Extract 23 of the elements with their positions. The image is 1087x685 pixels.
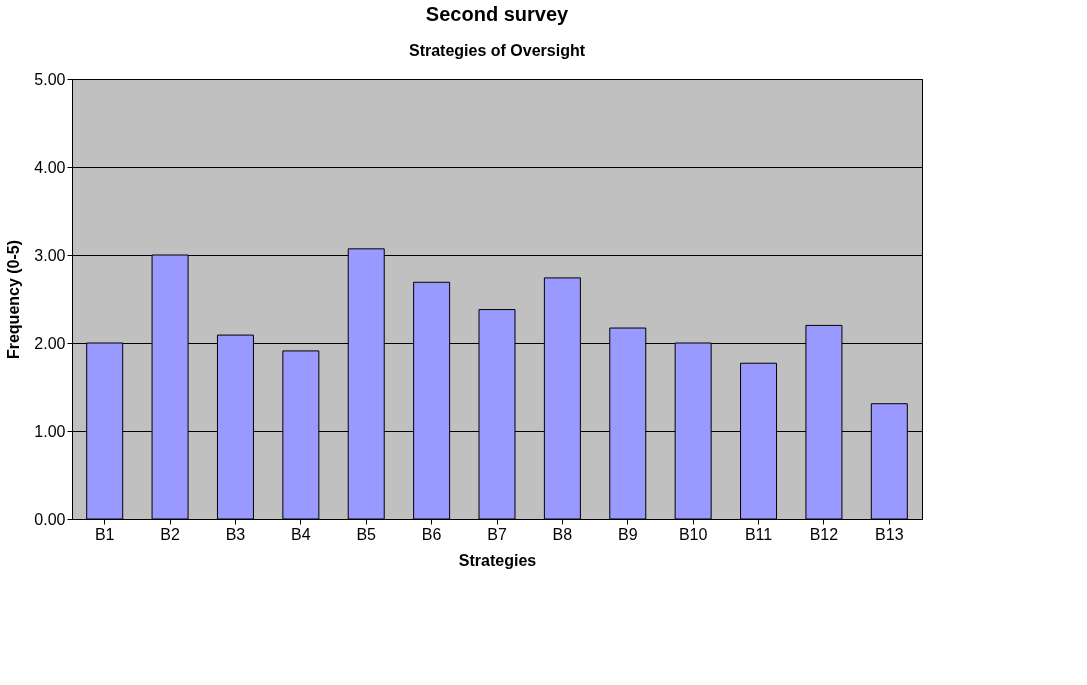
x-tick-label: B6 bbox=[421, 525, 442, 543]
y-tick-label: 1.00 bbox=[34, 422, 66, 440]
y-axis-title: Frequency (0-5) bbox=[5, 239, 23, 360]
x-tick-label: B9 bbox=[617, 525, 638, 543]
x-tick-label: B4 bbox=[291, 525, 311, 543]
x-tick-label: B3 bbox=[225, 525, 246, 543]
y-tick-label: 5.00 bbox=[34, 70, 66, 88]
x-tick-label: B5 bbox=[356, 525, 377, 543]
x-tick-label: B13 bbox=[875, 525, 904, 543]
chart-title: Second survey bbox=[425, 3, 570, 25]
chart-subtitle: Strategies of Oversight bbox=[408, 42, 586, 59]
x-tick-label: B2 bbox=[160, 525, 180, 543]
x-tick-label: B10 bbox=[678, 525, 708, 543]
y-tick-label: 3.00 bbox=[34, 246, 66, 264]
y-tick-label: 2.00 bbox=[34, 334, 66, 352]
x-axis-title: Strategies bbox=[458, 551, 537, 569]
x-tick-label: B8 bbox=[552, 525, 573, 543]
x-tick-label: B1 bbox=[94, 525, 115, 543]
x-tick-label: B11 bbox=[744, 525, 773, 543]
x-tick-label: B7 bbox=[487, 525, 507, 543]
y-tick-label: 4.00 bbox=[34, 158, 66, 176]
x-tick-label: B12 bbox=[809, 525, 839, 543]
y-tick-label: 0.00 bbox=[34, 510, 66, 528]
